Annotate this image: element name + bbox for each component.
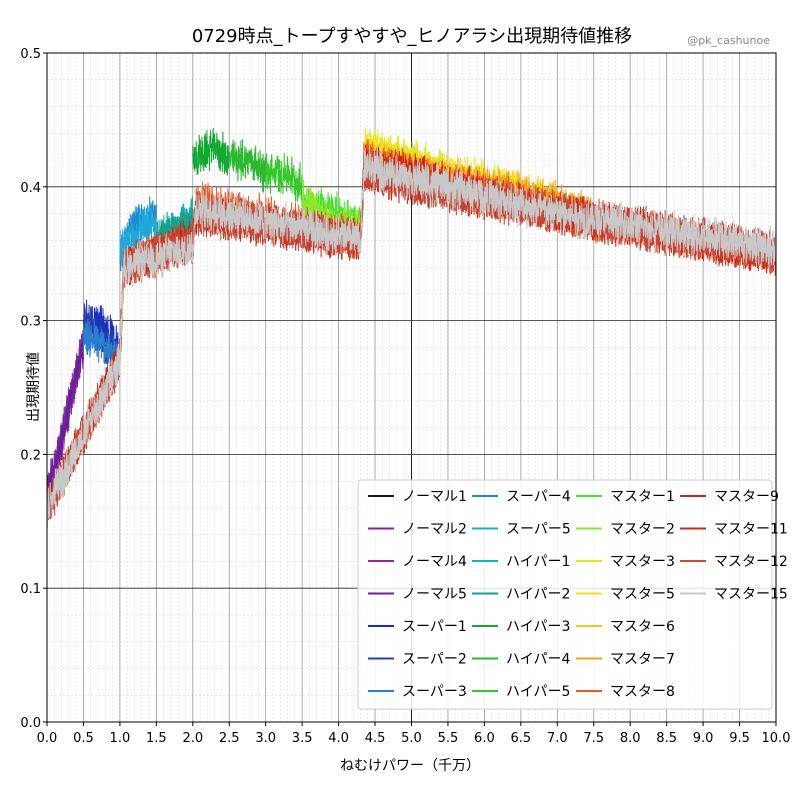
- legend-label: ハイパー5: [506, 684, 570, 700]
- y-tick-label: 0.0: [20, 716, 41, 731]
- legend-label: マスター5: [610, 587, 675, 603]
- legend-label: マスター7: [610, 652, 675, 668]
- legend: ノーマル1 ノーマル2 ノーマル4 ノーマル5 スーパー1 スーパー2 スーパー3 スーパー4…: [357, 479, 788, 710]
- legend-label: ハイパー4: [506, 652, 570, 668]
- series-line: [46, 146, 777, 529]
- series-line: [228, 139, 267, 193]
- legend-label: マスター12: [714, 554, 788, 570]
- series-layer: [46, 126, 777, 529]
- x-axis-label: ねむけパワー（千万）: [340, 758, 480, 774]
- legend-label: ハイパー3: [506, 619, 570, 635]
- series-line: [192, 127, 230, 176]
- legend-label: スーパー2: [402, 652, 467, 668]
- x-tick-label: 2.5: [219, 731, 240, 746]
- x-axis-ticks: 0.0 0.5 1.0 1.5 2.0 2.5 3.0 3.5 4.0 4.5 5.0 5.5 6.0 6…: [37, 722, 791, 746]
- x-tick-label: 7.5: [583, 731, 604, 746]
- legend-label: マスター2: [610, 522, 675, 538]
- series-line: [265, 152, 303, 206]
- y-tick-label: 0.4: [20, 181, 41, 196]
- legend-label: スーパー4: [506, 489, 571, 505]
- x-tick-label: 8.0: [620, 731, 641, 746]
- legend-label: マスター3: [610, 554, 675, 570]
- x-tick-label: 0.5: [73, 731, 94, 746]
- x-tick-label: 3.0: [255, 731, 276, 746]
- legend-label: マスター11: [714, 522, 788, 538]
- x-tick-label: 0.0: [37, 731, 58, 746]
- x-tick-label: 4.0: [328, 731, 349, 746]
- legend-label: ハイパー1: [506, 554, 570, 570]
- legend-label: ノーマル4: [402, 554, 467, 570]
- legend-label: スーパー3: [402, 684, 467, 700]
- y-tick-label: 0.2: [20, 448, 41, 463]
- legend-label: スーパー1: [402, 619, 467, 635]
- legend-label: マスター6: [610, 619, 675, 635]
- x-tick-label: 5.5: [438, 731, 459, 746]
- x-tick-label: 8.5: [656, 731, 677, 746]
- x-tick-label: 1.5: [146, 731, 167, 746]
- legend-label: ノーマル1: [402, 489, 467, 505]
- x-tick-label: 9.5: [729, 731, 750, 746]
- y-tick-label: 0.3: [20, 315, 41, 330]
- x-tick-label: 10.0: [762, 731, 791, 746]
- x-tick-label: 1.0: [110, 731, 131, 746]
- x-tick-label: 7.0: [547, 731, 568, 746]
- legend-label: マスター1: [610, 489, 675, 505]
- series-line: [119, 204, 157, 266]
- y-axis-label: 出現期待値: [26, 352, 42, 422]
- legend-label: マスター15: [714, 587, 788, 603]
- y-axis-ticks: 0.0 0.1 0.2 0.3 0.4 0.5: [20, 47, 47, 731]
- legend-box: [357, 479, 773, 710]
- y-tick-label: 0.5: [20, 47, 41, 62]
- credit-label: @pk_cashunoe: [687, 34, 770, 47]
- x-tick-label: 6.0: [474, 731, 495, 746]
- series-line: [83, 318, 121, 378]
- legend-label: ノーマル5: [402, 587, 467, 603]
- x-tick-label: 5.0: [401, 731, 422, 746]
- x-tick-label: 3.5: [292, 731, 313, 746]
- x-tick-label: 4.5: [365, 731, 386, 746]
- legend-label: ノーマル2: [402, 522, 467, 538]
- legend-label: スーパー5: [506, 522, 571, 538]
- legend-label: マスター9: [714, 489, 779, 505]
- x-tick-label: 2.0: [182, 731, 203, 746]
- x-tick-label: 9.0: [693, 731, 714, 746]
- y-tick-label: 0.1: [20, 582, 41, 597]
- legend-label: ハイパー2: [506, 587, 570, 603]
- legend-label: マスター8: [610, 684, 675, 700]
- chart-title: 0729時点_トープすやすや_ヒノアラシ出現期待値推移: [192, 26, 632, 47]
- x-tick-label: 6.5: [511, 731, 532, 746]
